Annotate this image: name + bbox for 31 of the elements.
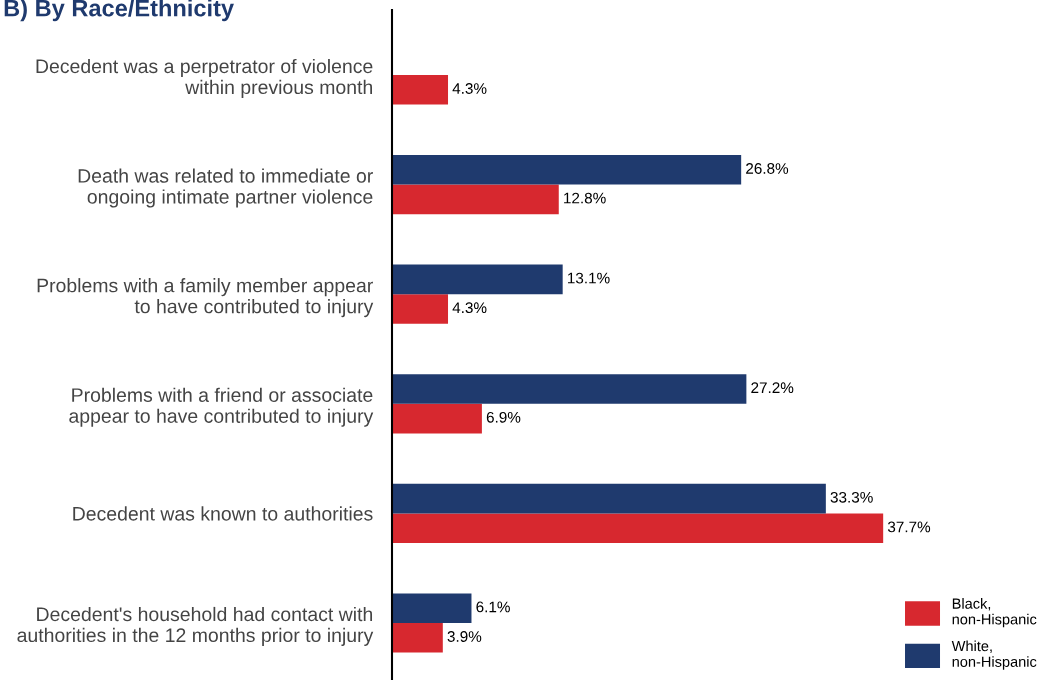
bar — [392, 483, 826, 514]
y-tick-label: Problems with a friend or associate appear to have contributed to injury — [69, 387, 374, 427]
data-label: 3.9% — [447, 631, 482, 642]
data-label: 13.1% — [568, 272, 610, 284]
bar — [392, 184, 559, 215]
y-tick-label: Decedent was known to authorities — [73, 506, 373, 521]
data-label: 12.8% — [564, 192, 606, 204]
data-label: 27.2% — [751, 382, 794, 394]
text: B) By Race/Ethnicity — [4, 0, 234, 22]
bar — [392, 513, 884, 543]
data-label: 6.1% — [476, 601, 510, 613]
data-label: 26.8% — [746, 163, 789, 174]
legend-label: White, non-Hispanic — [951, 640, 1037, 670]
data-label: 6.9% — [486, 411, 521, 423]
bar — [392, 623, 443, 653]
legend-label: Black, non-Hispanic — [952, 598, 1037, 628]
data-label: 37.7% — [887, 521, 931, 533]
bar — [392, 593, 472, 624]
y-tick-label: Decedent's household had contact with authorities in the 12 months prior to injury — [17, 606, 374, 646]
bar — [392, 294, 449, 324]
bar — [392, 264, 563, 295]
data-label: 33.3% — [830, 491, 873, 503]
y-tick-label: Decedent was a perpetrator of violence within previous month — [36, 58, 373, 98]
y-tick-label: Death was related to immediate or ongoing intimate partner violence — [78, 168, 373, 208]
y-tick-label: Problems with a family member appear to have contributed to injury — [37, 278, 374, 318]
data-label: 4.3% — [452, 302, 487, 314]
bar — [392, 374, 747, 404]
bar — [392, 155, 742, 185]
bar — [392, 74, 449, 105]
data-label: 4.3% — [452, 83, 487, 94]
bar — [392, 403, 482, 434]
